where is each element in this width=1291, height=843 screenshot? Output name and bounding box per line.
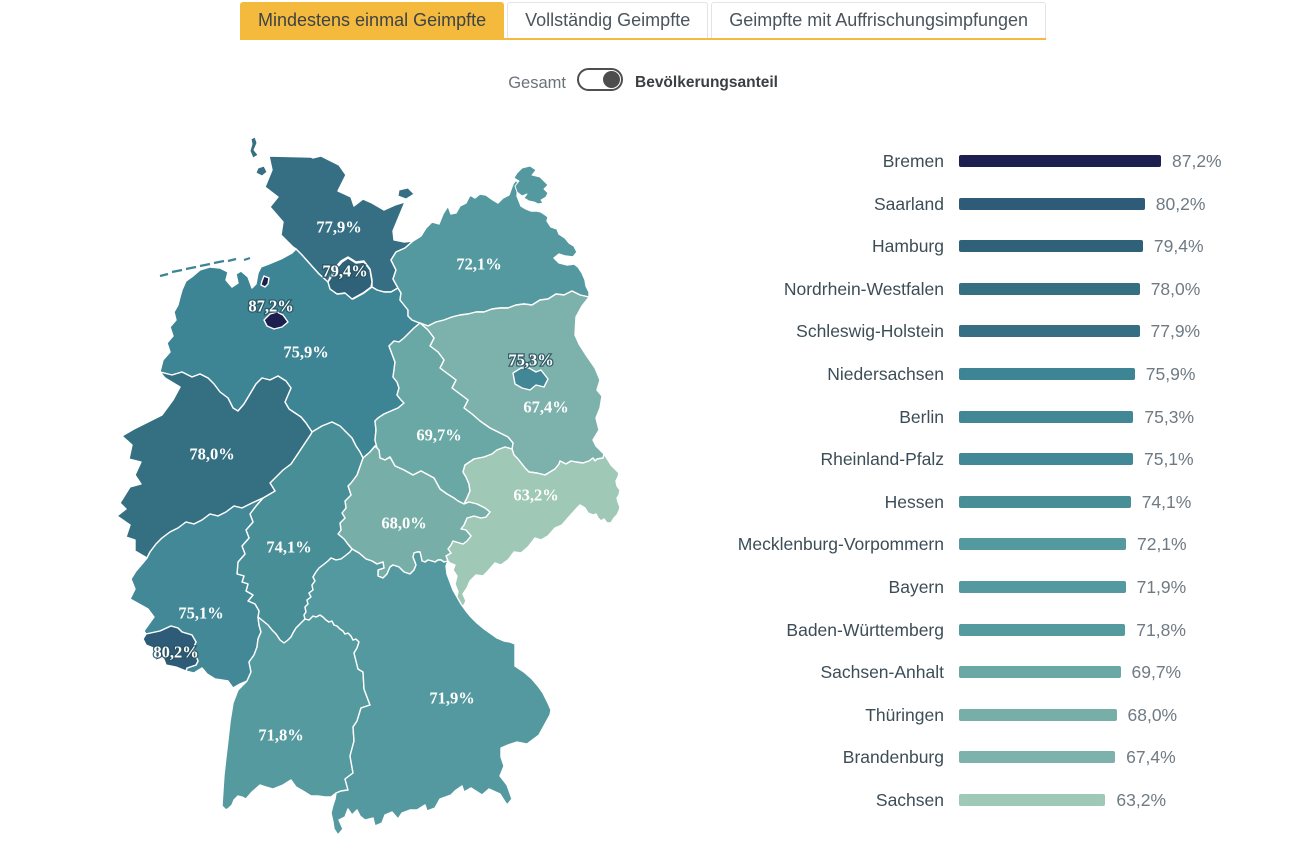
svg-text:75,1%: 75,1% <box>178 604 223 623</box>
svg-text:80,2%: 80,2% <box>153 643 198 662</box>
svg-text:79,4%: 79,4% <box>322 262 367 281</box>
svg-text:69,7%: 69,7% <box>416 426 461 445</box>
svg-text:77,9%: 77,9% <box>316 218 361 237</box>
svg-text:74,1%: 74,1% <box>266 538 311 557</box>
svg-text:78,0%: 78,0% <box>189 445 234 464</box>
svg-text:68,0%: 68,0% <box>381 514 426 533</box>
svg-text:63,2%: 63,2% <box>513 486 558 505</box>
svg-text:67,4%: 67,4% <box>523 398 568 417</box>
svg-text:87,2%: 87,2% <box>248 297 293 316</box>
svg-text:75,3%: 75,3% <box>508 351 553 370</box>
svg-text:72,1%: 72,1% <box>456 255 501 274</box>
svg-text:71,9%: 71,9% <box>429 689 474 708</box>
svg-text:75,9%: 75,9% <box>283 343 328 362</box>
svg-text:71,8%: 71,8% <box>258 726 303 745</box>
